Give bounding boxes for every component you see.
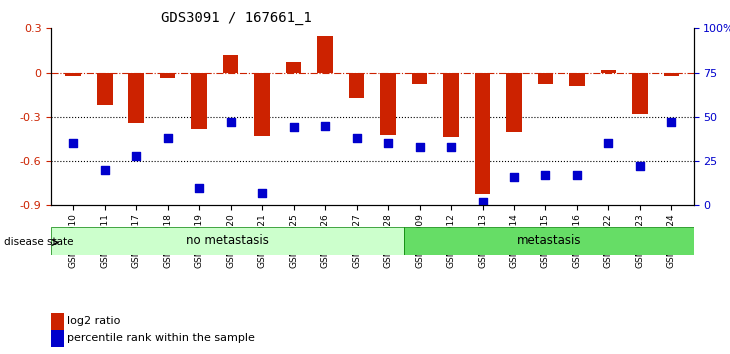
- Point: [319, 123, 331, 129]
- Bar: [97, 73, 112, 105]
- Text: disease state: disease state: [4, 238, 73, 247]
- Bar: [412, 73, 427, 84]
- Bar: [285, 62, 301, 73]
- Bar: [443, 73, 459, 137]
- Point: [350, 135, 362, 141]
- FancyBboxPatch shape: [51, 227, 404, 255]
- Point: [288, 125, 299, 130]
- Point: [225, 119, 237, 125]
- Point: [193, 185, 205, 190]
- Point: [99, 167, 110, 173]
- Bar: [65, 73, 81, 75]
- Bar: [254, 73, 270, 136]
- Bar: [380, 73, 396, 135]
- Point: [383, 141, 394, 146]
- Bar: [128, 73, 144, 123]
- Text: log2 ratio: log2 ratio: [67, 316, 120, 326]
- Point: [130, 153, 142, 159]
- Bar: [569, 73, 585, 86]
- Point: [571, 172, 583, 178]
- Bar: [506, 73, 522, 132]
- Point: [603, 141, 615, 146]
- Point: [666, 119, 677, 125]
- Text: metastasis: metastasis: [517, 234, 581, 247]
- Bar: [537, 73, 553, 84]
- Point: [256, 190, 268, 196]
- Point: [508, 174, 520, 180]
- Point: [414, 144, 426, 150]
- Point: [477, 199, 488, 205]
- Point: [67, 141, 79, 146]
- Bar: [160, 73, 175, 79]
- Bar: [191, 73, 207, 129]
- FancyBboxPatch shape: [404, 227, 694, 255]
- Bar: [601, 70, 616, 73]
- Point: [539, 172, 551, 178]
- Bar: [349, 73, 364, 98]
- Text: GDS3091 / 167661_1: GDS3091 / 167661_1: [161, 11, 312, 25]
- Bar: [632, 73, 648, 114]
- Bar: [318, 36, 333, 73]
- Point: [445, 144, 457, 150]
- Bar: [51, 330, 64, 347]
- Bar: [474, 73, 491, 194]
- Bar: [223, 55, 239, 73]
- Text: no metastasis: no metastasis: [186, 234, 269, 247]
- Bar: [664, 73, 680, 75]
- Bar: [51, 313, 64, 330]
- Point: [634, 164, 646, 169]
- Text: percentile rank within the sample: percentile rank within the sample: [67, 333, 255, 343]
- Point: [162, 135, 174, 141]
